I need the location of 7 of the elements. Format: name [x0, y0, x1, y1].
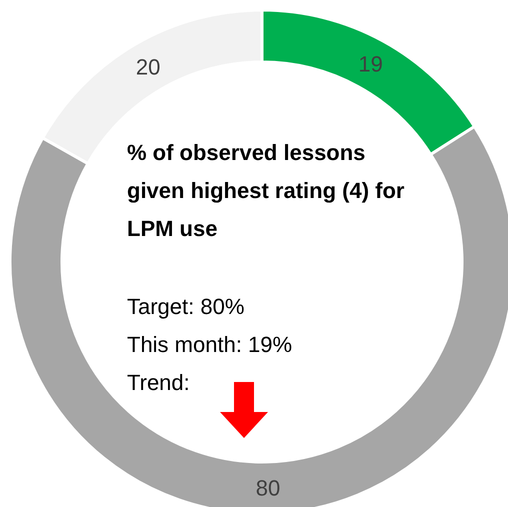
data-label: 80 [256, 476, 280, 501]
text: This month: 19% [127, 332, 292, 357]
data-label: 19 [358, 52, 383, 77]
text: Target: 80% [127, 294, 244, 319]
data-label: 20 [136, 54, 160, 80]
text: % of observed lessons given highest rating (4) for LPM use [127, 140, 405, 241]
text: Trend: [127, 370, 190, 395]
